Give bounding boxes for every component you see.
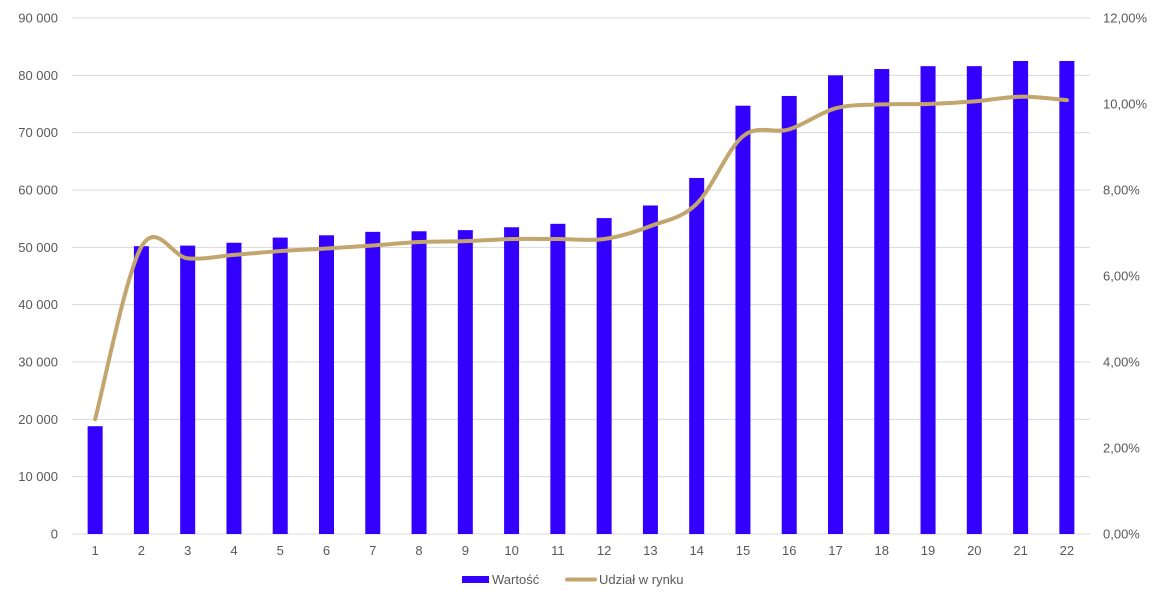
bar — [874, 69, 889, 534]
left-tick-label: 60 000 — [18, 183, 58, 198]
x-tick-label: 7 — [369, 543, 376, 558]
bar — [921, 66, 936, 534]
bar — [134, 246, 149, 534]
left-tick-label: 30 000 — [18, 355, 58, 370]
left-axis-ticks: 0 10 000 20 000 30 000 40 000 50 000 60 000 70 … — [18, 11, 58, 542]
bar — [504, 227, 519, 534]
right-tick-label: 2,00% — [1103, 441, 1140, 456]
x-tick-label: 19 — [921, 543, 935, 558]
bar — [597, 218, 612, 534]
bar — [550, 224, 565, 534]
bar — [1013, 61, 1028, 534]
bar — [180, 246, 195, 534]
legend-swatch-bar — [462, 576, 489, 583]
right-tick-label: 6,00% — [1103, 269, 1140, 284]
right-tick-label: 10,00% — [1103, 97, 1148, 112]
legend: Wartość Udział w rynku — [462, 572, 684, 587]
x-tick-label: 13 — [643, 543, 657, 558]
x-tick-label: 17 — [828, 543, 842, 558]
bar — [273, 238, 288, 534]
x-tick-label: 5 — [277, 543, 284, 558]
bar — [88, 426, 103, 534]
x-tick-label: 20 — [967, 543, 981, 558]
right-tick-label: 4,00% — [1103, 355, 1140, 370]
x-tick-label: 3 — [184, 543, 191, 558]
right-tick-label: 12,00% — [1103, 11, 1148, 26]
bar — [1059, 61, 1074, 534]
left-tick-label: 10 000 — [18, 469, 58, 484]
right-tick-label: 0,00% — [1103, 527, 1140, 542]
bar — [782, 96, 797, 534]
x-tick-label: 12 — [597, 543, 611, 558]
x-tick-label: 16 — [782, 543, 796, 558]
left-tick-label: 20 000 — [18, 412, 58, 427]
legend-label-line: Udział w rynku — [599, 572, 684, 587]
x-tick-label: 18 — [875, 543, 889, 558]
bar — [967, 66, 982, 534]
x-tick-label: 4 — [230, 543, 237, 558]
x-tick-label: 6 — [323, 543, 330, 558]
x-tick-label: 11 — [551, 543, 565, 558]
left-tick-label: 50 000 — [18, 240, 58, 255]
bar — [458, 230, 473, 534]
gridlines — [72, 18, 1090, 534]
x-tick-label: 9 — [462, 543, 469, 558]
left-tick-label: 80 000 — [18, 68, 58, 83]
bar — [365, 232, 380, 534]
x-tick-label: 1 — [92, 543, 99, 558]
bar — [643, 205, 658, 534]
x-tick-label: 22 — [1060, 543, 1074, 558]
x-tick-label: 8 — [415, 543, 422, 558]
left-tick-label: 90 000 — [18, 11, 58, 26]
x-tick-label: 15 — [736, 543, 750, 558]
left-tick-label: 0 — [51, 527, 58, 542]
right-axis-ticks: 0,00% 2,00% 4,00% 6,00% 8,00% 10,00% 12,00% — [1103, 11, 1148, 542]
x-tick-label: 21 — [1013, 543, 1027, 558]
bar — [735, 106, 750, 534]
bar — [412, 231, 427, 534]
bar — [319, 235, 334, 534]
bar — [828, 75, 843, 534]
bar-series — [88, 61, 1075, 534]
x-tick-label: 14 — [689, 543, 703, 558]
left-tick-label: 40 000 — [18, 297, 58, 312]
bar — [689, 178, 704, 534]
left-tick-label: 70 000 — [18, 125, 58, 140]
x-tick-label: 10 — [504, 543, 518, 558]
right-tick-label: 8,00% — [1103, 183, 1140, 198]
legend-label-bar: Wartość — [492, 572, 540, 587]
x-tick-label: 2 — [138, 543, 145, 558]
bar — [226, 243, 241, 534]
